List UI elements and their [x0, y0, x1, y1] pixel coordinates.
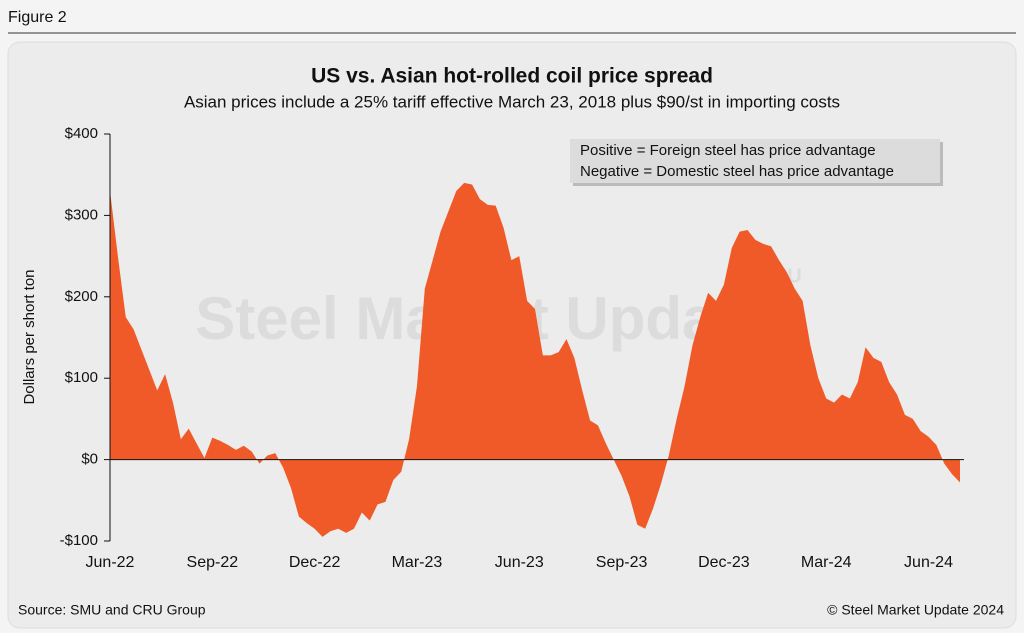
- y-axis-label: Dollars per short ton: [21, 269, 38, 404]
- x-tick-label: Jun-24: [904, 554, 953, 571]
- y-tick-label: $400: [65, 125, 98, 142]
- area: [110, 182, 960, 537]
- y-tick-label: $0: [81, 451, 98, 468]
- annotation: Positive = Foreign steel has price advan…: [580, 142, 876, 159]
- x-tick-label: Sep-23: [596, 554, 648, 571]
- y-tick-label: $200: [65, 288, 98, 305]
- x-tick-label: Jun-23: [495, 554, 544, 571]
- x-tick-label: Sep-22: [187, 554, 239, 571]
- x-tick-label: Dec-22: [289, 554, 341, 571]
- x-tick-label: Jun-22: [86, 554, 135, 571]
- x-tick-label: Mar-23: [392, 554, 443, 571]
- x-tick-label: Mar-24: [801, 554, 852, 571]
- y-tick-label: $100: [65, 369, 98, 386]
- annotation: Negative = Domestic steel has price adva…: [580, 163, 894, 180]
- legend-box: [570, 139, 940, 183]
- x-tick-label: Dec-23: [698, 554, 750, 571]
- y-tick-label: -$100: [60, 532, 98, 549]
- figure-label: Figure 2: [8, 9, 67, 26]
- chart-title: US vs. Asian hot-rolled coil price sprea…: [311, 65, 713, 88]
- chart-subtitle: Asian prices include a 25% tariff effect…: [184, 92, 840, 111]
- y-tick-label: $300: [65, 206, 98, 223]
- source: Source: SMU and CRU Group: [18, 602, 206, 618]
- copyright: © Steel Market Update 2024: [827, 602, 1004, 618]
